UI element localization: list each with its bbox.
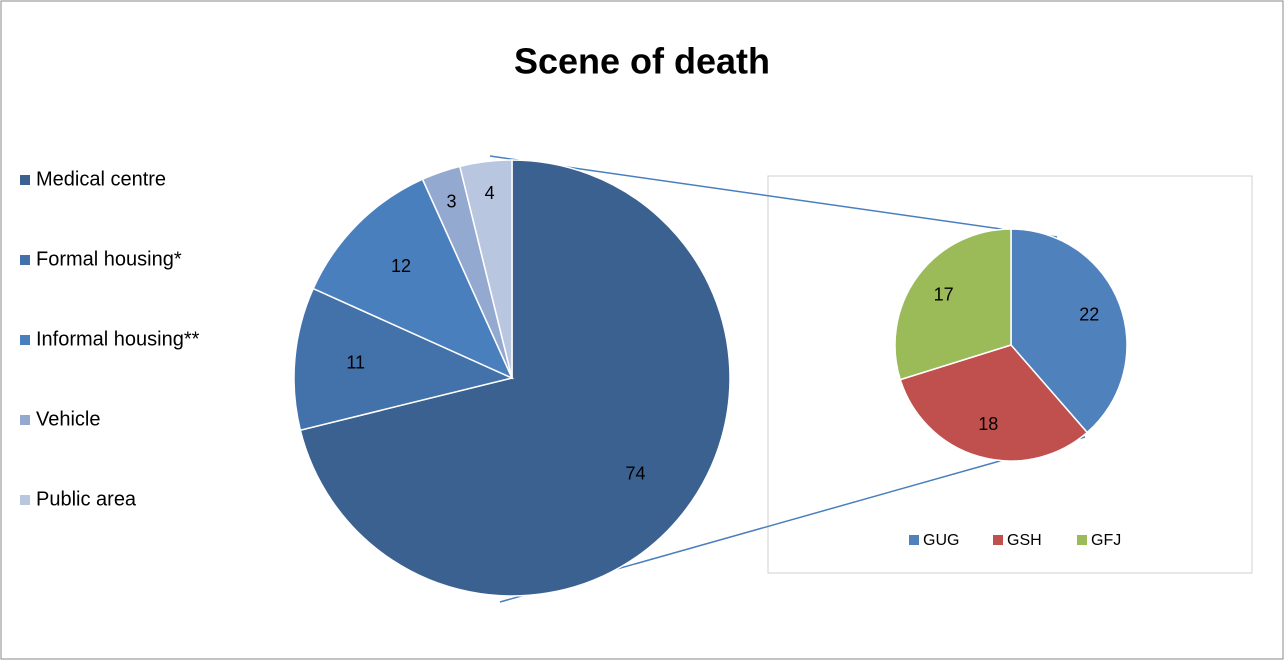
legend-label: Medical centre <box>36 168 166 190</box>
legend-label: GFJ <box>1091 532 1121 549</box>
data-label: 12 <box>391 256 411 276</box>
pie-slice <box>299 159 731 597</box>
pie-slice <box>899 344 1089 462</box>
legend-swatch <box>1077 535 1087 545</box>
chart-title: Scene of death <box>514 41 770 82</box>
data-label: 17 <box>934 284 954 304</box>
data-label: 74 <box>626 464 646 484</box>
data-label: 3 <box>447 192 457 212</box>
legend-swatch <box>993 535 1003 545</box>
legend-label: Formal housing* <box>36 248 182 270</box>
legend-swatch <box>20 335 30 345</box>
legend-swatch <box>20 175 30 185</box>
legend-swatch <box>20 415 30 425</box>
legend-swatch <box>909 535 919 545</box>
legend-label: GUG <box>923 532 959 549</box>
legend-label: GSH <box>1007 532 1042 549</box>
data-label: 22 <box>1079 304 1099 324</box>
legend-swatch <box>20 495 30 505</box>
legend-label: Vehicle <box>36 408 101 430</box>
connector-line <box>489 155 1058 238</box>
legend-swatch <box>20 255 30 265</box>
pie-slice <box>458 159 513 379</box>
pie-slice <box>293 287 515 432</box>
legend-label: Informal housing** <box>36 328 200 350</box>
data-label: 4 <box>485 183 495 203</box>
data-label: 18 <box>978 414 998 434</box>
pie-slice <box>1010 228 1128 434</box>
data-label: 11 <box>346 353 365 373</box>
pie-slice <box>894 228 1012 381</box>
legend-label: Public area <box>36 488 137 510</box>
pie-slice <box>312 178 514 380</box>
sub-chart-border <box>767 175 1253 574</box>
